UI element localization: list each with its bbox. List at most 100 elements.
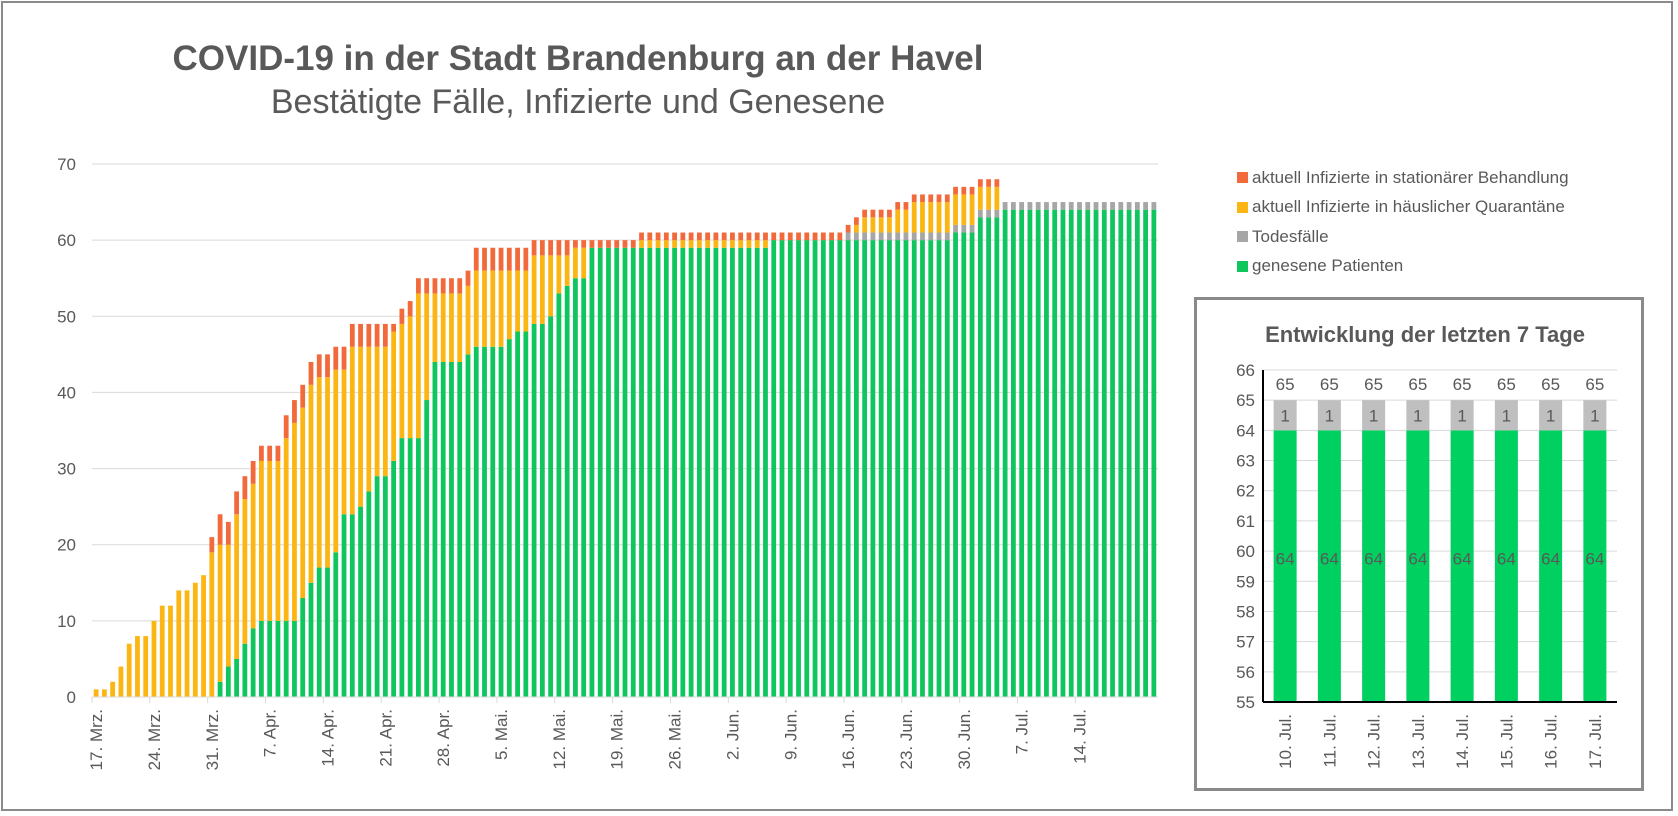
inset-data-label: 64: [1497, 550, 1516, 569]
bar-segment-stationaer: [928, 194, 934, 203]
inset-bar-segment-inset_todesfaelle: [1273, 400, 1297, 431]
bar-segment-stationaer: [457, 278, 463, 294]
bar-segment-stationaer: [333, 346, 339, 370]
bar-segment-quarantaene: [754, 240, 760, 248]
bar-segment-stationaer: [771, 232, 777, 241]
bar-segment-quarantaene: [316, 377, 322, 568]
bar-segment-genesen: [969, 232, 975, 697]
bar-segment-genesen: [597, 247, 603, 697]
x-tick-label: 24. Mrz.: [145, 709, 164, 770]
bar-segment-stationaer: [655, 232, 661, 241]
bar-segment-stationaer: [407, 301, 413, 317]
bar-segment-quarantaene: [250, 483, 256, 629]
x-tick-label: 17. Mrz.: [87, 709, 106, 770]
inset-bar-segment-inset_genesen: [1450, 430, 1474, 702]
inset-y-tick-label: 55: [1236, 693, 1255, 712]
bar-segment-genesen: [242, 643, 248, 697]
bar-segment-quarantaene: [490, 270, 496, 347]
bar-segment-genesen: [878, 240, 884, 697]
bar-segment-stationaer: [730, 232, 735, 241]
inset-chart: Entwicklung der letzten 7 Tage 555657585…: [1236, 322, 1617, 769]
x-tick-label: 28. Apr.: [434, 709, 453, 767]
bar-segment-genesen: [440, 361, 446, 697]
bar-segment-genesen: [473, 346, 479, 697]
bar-segment-genesen: [944, 240, 950, 697]
bar-segment-genesen: [903, 240, 909, 697]
inset-bar-segment-inset_todesfaelle: [1539, 400, 1563, 431]
bar-segment-genesen: [515, 331, 520, 697]
bar-segment-quarantaene: [730, 240, 735, 248]
bar-segment-stationaer: [217, 514, 223, 545]
inset-y-tick-label: 58: [1236, 602, 1255, 621]
bar-segment-stationaer: [895, 202, 901, 210]
bar-segment-stationaer: [597, 240, 603, 248]
bar-segment-genesen: [581, 278, 587, 697]
inset-data-label: 1: [1590, 406, 1599, 425]
bar-segment-quarantaene: [564, 255, 570, 286]
bar-segment-genesen: [771, 240, 777, 697]
bar-segment-genesen: [829, 240, 834, 697]
x-tick-label: 14. Apr.: [319, 709, 338, 767]
inset-bar-segment-inset_genesen: [1317, 430, 1341, 702]
bar-segment-stationaer: [283, 415, 289, 439]
bar-segment-quarantaene: [944, 202, 950, 233]
main-bars: [93, 179, 1157, 698]
bar-segment-stationaer: [358, 323, 363, 347]
bar-segment-quarantaene: [870, 217, 876, 233]
legend-label: Todesfälle: [1252, 226, 1329, 246]
bar-segment-stationaer: [779, 232, 785, 241]
bar-segment-genesen: [341, 514, 347, 697]
bar-segment-genesen: [895, 240, 901, 697]
bar-segment-genesen: [556, 293, 562, 697]
bar-segment-genesen: [548, 316, 554, 697]
bar-segment-quarantaene: [457, 293, 463, 362]
bar-segment-genesen: [506, 339, 512, 697]
legend-label: aktuell Infizierte in häuslicher Quarant…: [1252, 197, 1565, 217]
x-tick-label: 14. Jul.: [1070, 709, 1089, 764]
bar-segment-genesen: [349, 514, 355, 697]
bar-segment-todesfaelle: [977, 209, 983, 218]
bar-segment-quarantaene: [308, 384, 314, 583]
inset-bar-segment-inset_genesen: [1362, 430, 1386, 702]
bar-segment-genesen: [275, 620, 281, 697]
bar-segment-stationaer: [961, 186, 967, 195]
bar-segment-stationaer: [986, 179, 991, 187]
bar-segment-genesen: [1002, 209, 1008, 697]
bar-segment-stationaer: [920, 194, 925, 203]
inset-data-label: 1: [1413, 406, 1422, 425]
inset-y-axis: 55 56 57 58 59 60 61 62 63 64 65 66: [1236, 361, 1255, 712]
bar-segment-stationaer: [349, 323, 355, 347]
bar-segment-stationaer: [416, 278, 421, 294]
inset-data-label: 1: [1280, 406, 1289, 425]
inset-data-label: 64: [1453, 550, 1472, 569]
main-x-axis: 17. Mrz. 24. Mrz. 31. Mrz. 7. Apr. 14. Apr. 2…: [87, 696, 1158, 770]
x-tick-label: 7. Apr.: [261, 709, 280, 757]
legend-swatch-genesen: [1237, 260, 1248, 272]
x-tick-label: 7. Jul.: [1013, 709, 1032, 754]
inset-y-tick-label: 61: [1236, 512, 1255, 531]
bar-segment-quarantaene: [234, 514, 240, 659]
bar-segment-quarantaene: [341, 369, 347, 515]
bar-segment-stationaer: [614, 240, 620, 248]
bar-segment-quarantaene: [93, 689, 99, 697]
bar-segment-stationaer: [399, 308, 405, 324]
inset-total-label: 65: [1276, 375, 1295, 394]
bar-segment-quarantaene: [325, 377, 330, 568]
bar-segment-stationaer: [465, 270, 471, 286]
bar-segment-todesfaelle: [1093, 202, 1099, 210]
bar-segment-genesen: [1085, 209, 1091, 697]
bar-segment-stationaer: [977, 179, 983, 187]
bar-segment-genesen: [837, 240, 843, 697]
bar-segment-stationaer: [680, 232, 686, 241]
bar-segment-todesfaelle: [1002, 202, 1008, 210]
bar-segment-quarantaene: [101, 689, 107, 697]
bar-segment-genesen: [316, 567, 322, 697]
bar-segment-quarantaene: [118, 666, 124, 697]
inset-bar-segment-inset_genesen: [1406, 430, 1430, 702]
bar-segment-stationaer: [267, 445, 273, 461]
bar-segment-genesen: [292, 620, 297, 697]
inset-y-tick-label: 56: [1236, 663, 1255, 682]
bar-segment-stationaer: [853, 217, 859, 225]
bar-segment-genesen: [796, 240, 801, 697]
